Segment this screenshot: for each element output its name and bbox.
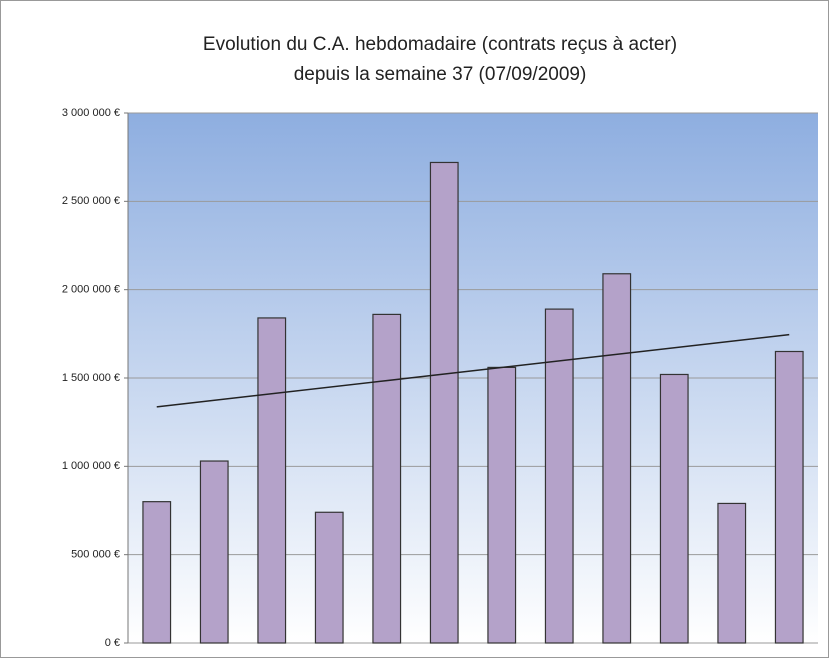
y-tick-label: 2 000 000 € <box>62 284 120 296</box>
y-tick-label: 500 000 € <box>71 549 120 561</box>
bar <box>372 313 402 644</box>
bar <box>659 373 689 644</box>
bar <box>314 511 344 644</box>
y-tick-label: 1 500 000 € <box>62 372 120 384</box>
y-tick-label: 1 000 000 € <box>62 460 120 472</box>
bar <box>774 350 804 644</box>
chart-title: Evolution du C.A. hebdomadaire (contrats… <box>203 34 677 55</box>
bar <box>142 501 172 644</box>
y-tick-label: 0 € <box>105 637 120 649</box>
bar <box>429 161 459 644</box>
bar <box>487 366 517 644</box>
bar <box>257 317 287 644</box>
bar <box>199 460 229 644</box>
trend-line <box>156 333 790 408</box>
bar <box>717 502 747 644</box>
y-tick-label: 2 500 000 € <box>62 195 120 207</box>
bar <box>602 273 632 644</box>
y-tick-label: 3 000 000 € <box>62 107 120 119</box>
bar <box>544 308 574 644</box>
chart-subtitle: depuis la semaine 37 (07/09/2009) <box>294 64 587 85</box>
